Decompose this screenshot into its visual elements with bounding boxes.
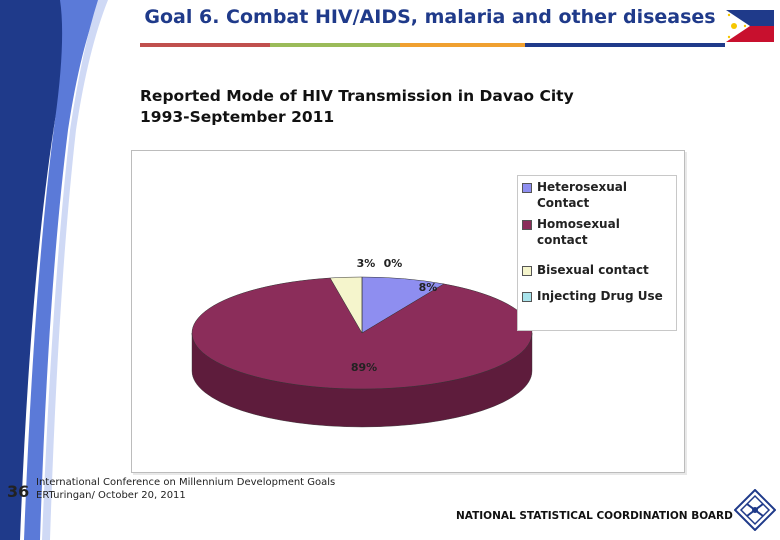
organization-name: NATIONAL STATISTICAL COORDINATION BOARD (456, 510, 733, 522)
philippine-flag-icon (726, 10, 774, 42)
accent-bar-orange (400, 43, 525, 47)
accent-bar-blue (525, 43, 725, 47)
legend-item: Homosexual contact (522, 216, 672, 248)
chart-title: Reported Mode of HIV Transmission in Dav… (140, 86, 574, 128)
data-label: 0% (384, 257, 403, 270)
chart-area: 8% 89% 3% 0% Heterosexual Contact Homosexual … (131, 150, 685, 473)
nscb-logo-icon (734, 489, 776, 531)
legend-item: Injecting Drug Use (522, 288, 672, 304)
legend-label: Homosexual contact (537, 217, 620, 247)
legend-label: Heterosexual Contact (537, 180, 627, 210)
left-decoration (0, 0, 108, 540)
chart-title-line2: 1993-September 2011 (140, 108, 335, 126)
data-label: 89% (351, 361, 377, 374)
data-label: 8% (419, 281, 438, 294)
pie-chart: 8% 89% 3% 0% (191, 257, 533, 428)
data-label: 3% (357, 257, 376, 270)
legend: Heterosexual Contact Homosexual contact Bis… (517, 175, 677, 331)
conference-line2: ERTuringan/ October 20, 2011 (36, 490, 186, 501)
legend-swatch (522, 183, 532, 193)
legend-swatch (522, 292, 532, 302)
legend-label: Injecting Drug Use (537, 289, 663, 303)
legend-item: Bisexual contact (522, 262, 672, 278)
accent-bar-red (140, 43, 270, 47)
legend-item: Heterosexual Contact (522, 179, 672, 211)
conference-line1: International Conference on Millennium D… (36, 477, 336, 488)
page-number: 36 (7, 482, 30, 501)
legend-label: Bisexual contact (537, 263, 649, 277)
chart-title-line1: Reported Mode of HIV Transmission in Dav… (140, 87, 574, 105)
slide-title: Goal 6. Combat HIV/AIDS, malaria and oth… (144, 6, 716, 28)
legend-swatch (522, 266, 532, 276)
accent-bar-green (270, 43, 400, 47)
conference-info: International Conference on Millennium D… (36, 476, 335, 502)
legend-swatch (522, 220, 532, 230)
